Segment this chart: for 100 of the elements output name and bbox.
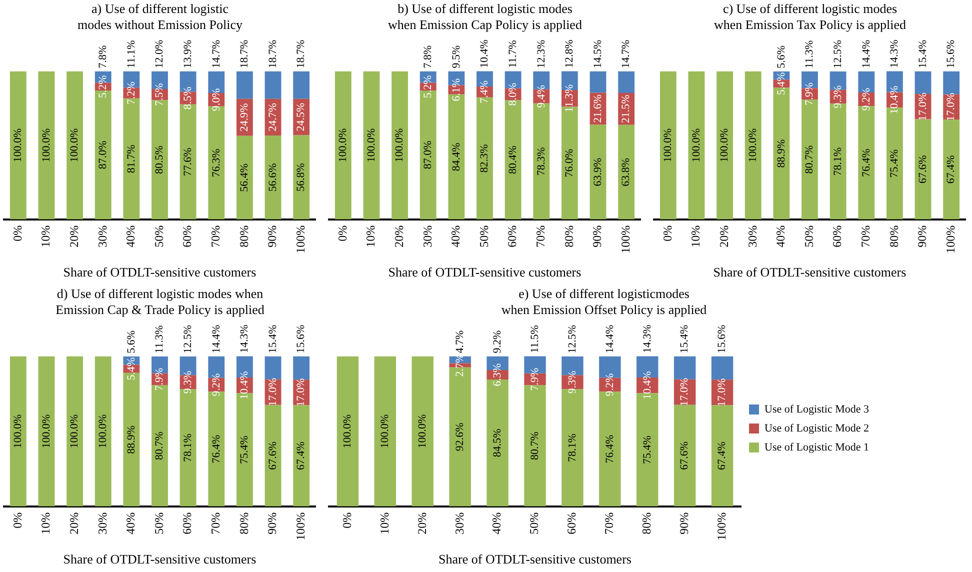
x-tick-label: 10% [38, 512, 53, 534]
data-label: 88.9% [775, 139, 788, 168]
data-label: 14.5% [592, 40, 604, 68]
data-label: 56.6% [266, 163, 279, 192]
data-label: 14.4% [210, 324, 222, 354]
bar [293, 71, 310, 99]
x-tick-label: 90% [265, 225, 280, 248]
data-label: 5.6% [775, 45, 788, 68]
data-label: 11.3% [804, 40, 816, 68]
data-label: 17.0% [295, 378, 308, 407]
x-tick-label: 100% [618, 225, 632, 254]
data-label: 8.5% [182, 86, 194, 110]
data-label: 76.0% [564, 148, 576, 178]
data-label: 9.2% [491, 330, 504, 354]
data-label: 11.1% [125, 40, 138, 68]
data-label: 10.4% [641, 371, 654, 400]
data-label: 15.4% [266, 324, 279, 354]
bar [66, 71, 84, 220]
x-tick-label: 10% [688, 225, 703, 248]
x-tick-label: 0% [335, 225, 350, 242]
data-label: 80.7% [154, 432, 166, 460]
bar [38, 356, 55, 506]
bar [236, 136, 253, 220]
bar [392, 71, 408, 220]
chart-title: b) Use of different logistic modes when Emission Cap Policy is applied [388, 1, 582, 32]
x-tick-label: 20% [414, 512, 429, 534]
data-label: 67.6% [916, 155, 929, 184]
x-tick-label: 30% [95, 225, 110, 248]
data-label: 75.4% [641, 436, 654, 464]
data-label: 100.0% [68, 414, 81, 448]
bar [293, 135, 310, 220]
data-label: 21.6% [592, 94, 604, 123]
bar [236, 71, 253, 99]
x-tick-label: 30% [745, 225, 760, 248]
data-label: 9.3% [566, 370, 578, 394]
data-label: 14.7% [210, 40, 222, 68]
x-tick-label: 90% [590, 225, 604, 248]
x-tick-label: 10% [38, 225, 53, 248]
data-label: 5.6% [125, 330, 138, 354]
x-tick-label: 40% [448, 225, 463, 248]
x-axis-title: Share of OTDLT-sensitive customers [713, 264, 906, 280]
x-axis-title: Share of OTDLT-sensitive customers [63, 552, 256, 567]
data-label: 100.0% [97, 414, 109, 448]
data-label: 14.3% [641, 324, 654, 354]
data-label: 7.2% [125, 82, 138, 104]
x-tick-label: 50% [476, 225, 491, 248]
data-label: 15.6% [945, 40, 958, 68]
x-tick-label: 70% [208, 225, 223, 248]
bar [914, 71, 932, 94]
data-label: 84.5% [491, 428, 504, 458]
data-label: 15.6% [716, 324, 728, 354]
x-tick-label: 50% [152, 512, 166, 534]
data-label: 24.9% [238, 103, 251, 132]
data-label: 24.7% [266, 103, 279, 132]
data-label: 14.7% [620, 40, 632, 68]
data-label: 7.4% [478, 80, 491, 104]
data-label: 12.3% [535, 40, 548, 68]
data-label: 80.4% [506, 146, 519, 174]
bar [674, 404, 696, 506]
data-label: 11.5% [528, 325, 541, 354]
data-label: 77.6% [182, 148, 194, 176]
x-tick-label: 10% [377, 512, 392, 534]
bar [660, 71, 676, 220]
bar [943, 71, 960, 94]
x-tick-label: 70% [534, 225, 548, 248]
data-label: 12.0% [154, 40, 166, 68]
x-axis-title: Share of OTDLT-sensitive customers [438, 552, 632, 567]
data-label: 10.4% [238, 371, 251, 400]
data-label: 14.3% [888, 40, 901, 68]
data-label: 9.2% [210, 373, 222, 396]
data-label: 12.5% [832, 40, 844, 68]
legend-label: Use of Logistic Mode 2 [764, 422, 869, 434]
data-label: 76.4% [604, 434, 616, 464]
data-label: 63.9% [592, 158, 604, 186]
x-tick-label: 60% [505, 225, 520, 248]
bar [293, 356, 310, 380]
data-label: 7.9% [154, 368, 166, 391]
data-label: 80.5% [154, 146, 166, 174]
data-label: 80.7% [528, 432, 541, 460]
data-label: 78.3% [535, 147, 548, 176]
data-label: 9.2% [860, 88, 872, 111]
bar [590, 124, 606, 220]
data-label: 92.6% [454, 422, 466, 452]
data-label: 78.1% [832, 147, 844, 176]
x-tick-label: 60% [180, 225, 194, 248]
bar [674, 356, 696, 380]
x-tick-label: 50% [802, 225, 816, 248]
x-tick-label: 20% [66, 225, 81, 248]
data-label: 17.0% [266, 378, 279, 406]
data-label: 78.1% [566, 434, 578, 462]
data-label: 100.0% [12, 128, 24, 162]
data-label: 87.0% [97, 140, 109, 170]
data-label: 15.4% [916, 40, 929, 68]
data-label: 5.2% [97, 75, 109, 98]
x-tick-label: 0% [660, 225, 674, 242]
bar [618, 124, 635, 220]
bar [334, 71, 352, 220]
data-label: 10.4% [888, 86, 901, 114]
bar [711, 405, 734, 506]
x-tick-label: 0% [10, 225, 24, 242]
